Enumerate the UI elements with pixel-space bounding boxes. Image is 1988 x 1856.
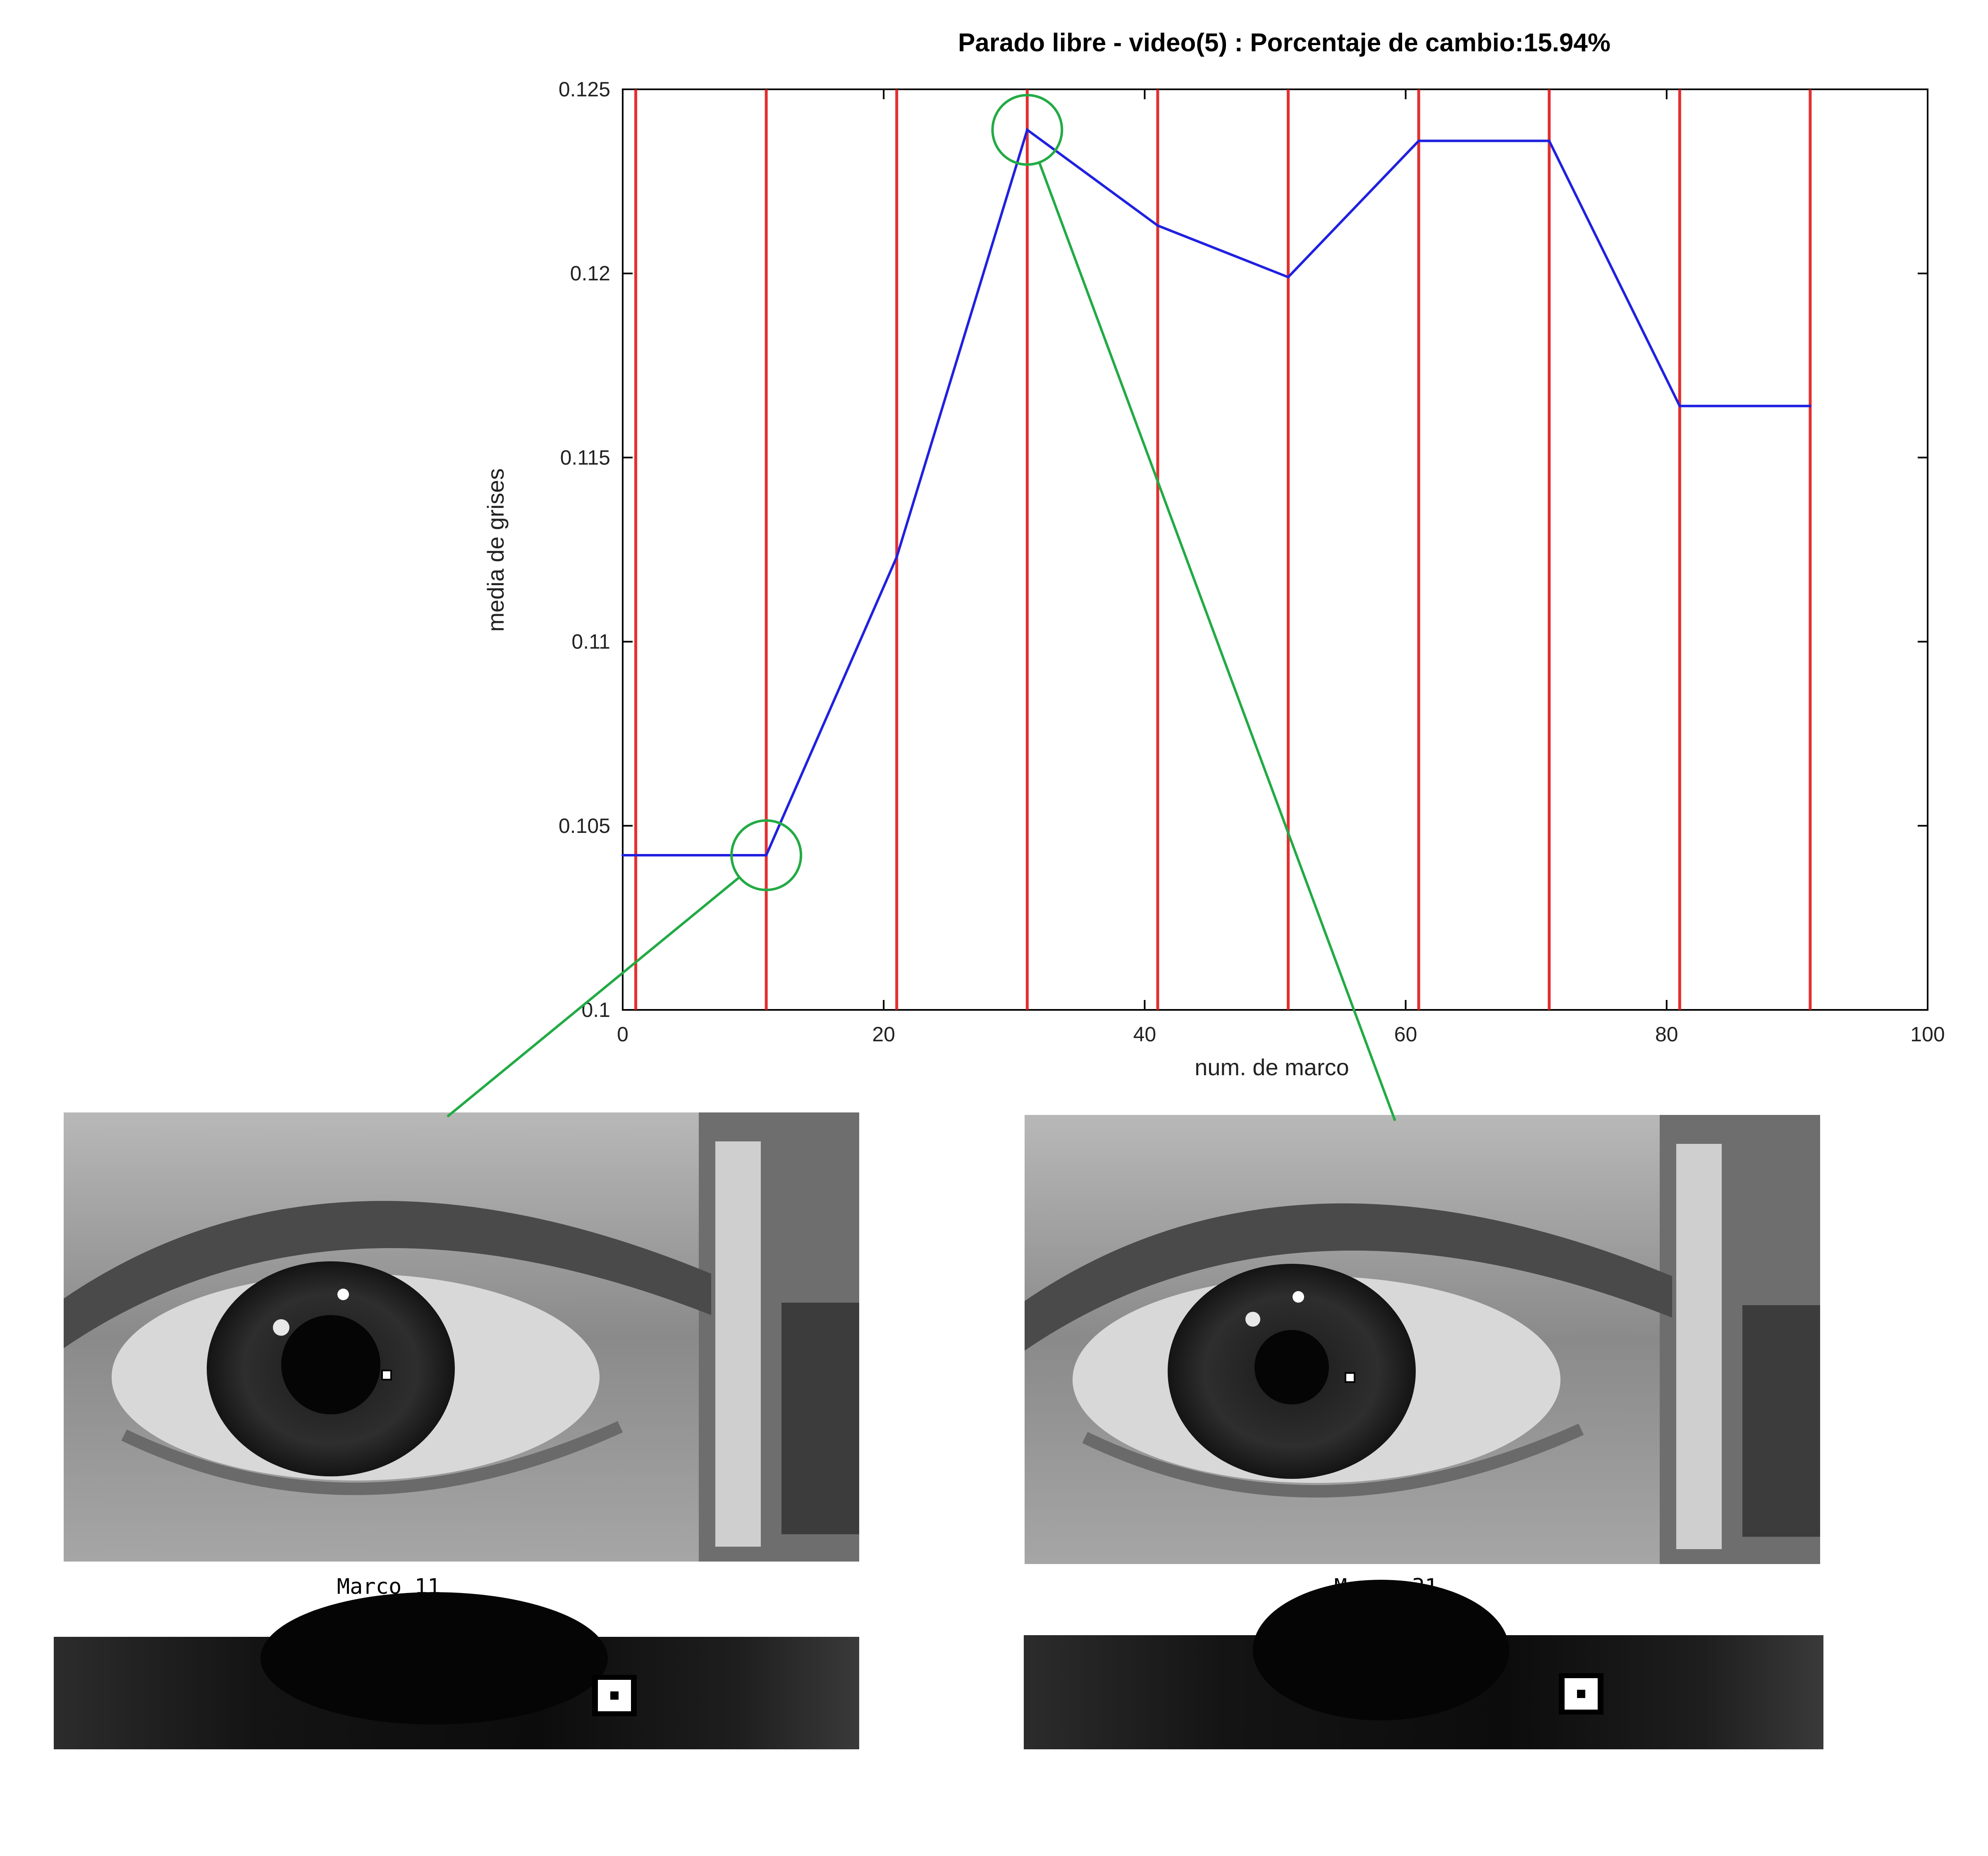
data-point-0-6 bbox=[1417, 139, 1420, 142]
connector-group bbox=[447, 162, 1396, 1122]
frame-image-31 bbox=[1025, 1115, 1820, 1564]
y-tick-label-2: 0.11 bbox=[571, 630, 610, 653]
y-tick-label-5: 0.125 bbox=[559, 78, 610, 101]
zoom-strip-31 bbox=[1024, 1580, 1823, 1749]
data-point-0-3 bbox=[1026, 128, 1029, 131]
data-point-0-1 bbox=[765, 854, 768, 857]
data-point-0-2 bbox=[895, 555, 898, 558]
x-tick-label-4: 80 bbox=[1655, 1023, 1678, 1046]
series-group bbox=[621, 128, 1811, 857]
x-axis: 0 20 40 60 80 100 bbox=[617, 89, 1945, 1046]
data-point-0-0 bbox=[621, 854, 624, 857]
data-point-0-5 bbox=[1287, 276, 1290, 279]
data-point-0-9 bbox=[1809, 404, 1811, 407]
data-point-0-7 bbox=[1548, 139, 1551, 142]
x-tick-label-3: 60 bbox=[1394, 1023, 1417, 1046]
x-axis-label: num. de marco bbox=[1195, 1054, 1349, 1080]
connector-line-1 bbox=[1038, 162, 1396, 1122]
y-tick-label-3: 0.115 bbox=[560, 446, 610, 469]
x-tick-label-1: 20 bbox=[872, 1023, 895, 1046]
x-tick-label-0: 0 bbox=[617, 1023, 628, 1046]
highlight-group bbox=[730, 93, 1063, 892]
connector-line-0 bbox=[447, 876, 741, 1118]
y-tick-label-4: 0.12 bbox=[570, 262, 610, 285]
frame-image-11 bbox=[64, 1112, 859, 1562]
vertical-markers bbox=[634, 89, 1812, 1010]
data-point-0-4 bbox=[1156, 224, 1159, 227]
zoom-strip-11 bbox=[54, 1592, 859, 1749]
highlight-circle-1 bbox=[991, 93, 1063, 166]
y-tick-label-1: 0.105 bbox=[559, 814, 610, 837]
x-tick-label-2: 40 bbox=[1133, 1023, 1156, 1046]
data-point-0-8 bbox=[1678, 404, 1681, 407]
x-tick-label-5: 100 bbox=[1910, 1023, 1945, 1046]
highlight-circle-0 bbox=[730, 819, 803, 892]
series-line-0 bbox=[623, 128, 1810, 857]
y-axis-label: media de grises bbox=[483, 468, 509, 631]
plot-area bbox=[622, 88, 1928, 1011]
chart-title: Parado libre - video(5) : Porcentaje de … bbox=[958, 29, 1610, 57]
